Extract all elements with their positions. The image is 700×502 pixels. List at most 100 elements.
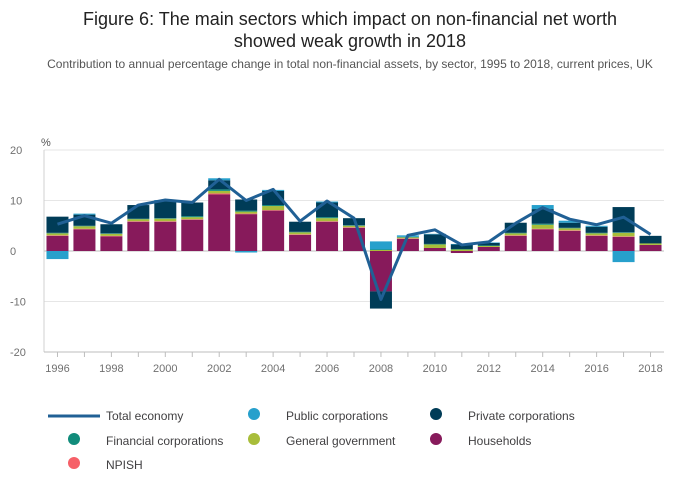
bar-households-2010 bbox=[423, 247, 446, 251]
chart-title-line-1: Figure 6: The main sectors which impact … bbox=[83, 9, 617, 29]
bar-financial-corporations-1996 bbox=[46, 232, 69, 234]
bar-financial-corporations-2013 bbox=[504, 232, 527, 234]
bar-private-corporations-2014 bbox=[531, 209, 554, 224]
bar-households-2001 bbox=[181, 219, 204, 251]
bar-households-2016 bbox=[585, 235, 608, 251]
bar-public-corporations-1996 bbox=[46, 251, 69, 260]
legend-label: NPISH bbox=[106, 458, 143, 472]
x-tick-label: 1998 bbox=[99, 363, 123, 375]
bar-general-government-2010 bbox=[423, 244, 446, 248]
x-tick-label: 2016 bbox=[584, 363, 608, 375]
bar-general-government-2012 bbox=[477, 245, 500, 247]
bar-households-2004 bbox=[262, 210, 285, 251]
bar-households-2017 bbox=[612, 236, 635, 251]
bar-npish-2017 bbox=[612, 236, 635, 237]
bar-private-corporations-1998 bbox=[100, 224, 123, 234]
x-tick-label: 1996 bbox=[45, 363, 69, 375]
bar-financial-corporations-1999 bbox=[127, 218, 150, 220]
bar-private-corporations-2005 bbox=[289, 221, 312, 232]
bar-households-1998 bbox=[100, 236, 123, 251]
bar-public-corporations-2010 bbox=[423, 233, 446, 235]
bar-private-corporations-2012 bbox=[477, 242, 500, 246]
legend-item-financial-corporations[interactable]: Financial corporations bbox=[68, 433, 223, 448]
bar-npish-2001 bbox=[181, 219, 204, 220]
legend: Total economy Public corporations Private … bbox=[48, 408, 575, 472]
legend-item-general-government[interactable]: General government bbox=[248, 433, 396, 448]
x-tick-label: 2004 bbox=[261, 363, 285, 375]
bar-households-2009 bbox=[396, 238, 419, 251]
bar-npish-2015 bbox=[558, 230, 581, 231]
y-tick-label: 20 bbox=[10, 145, 22, 157]
bar-households-1997 bbox=[73, 229, 96, 251]
total-economy-line bbox=[57, 177, 652, 301]
bar-public-corporations-2015 bbox=[558, 220, 581, 223]
x-tick-label: 2010 bbox=[423, 363, 447, 375]
legend-swatch-dot bbox=[430, 408, 442, 420]
bar-financial-corporations-2015 bbox=[558, 227, 581, 229]
bar-npish-2007 bbox=[343, 227, 365, 228]
legend-label: Public corporations bbox=[286, 409, 388, 423]
bar-households-2015 bbox=[558, 230, 581, 251]
bar-private-corporations-1996 bbox=[46, 216, 69, 233]
legend-swatch-dot bbox=[248, 408, 260, 420]
axes: -20 -10 0 10 20% 1996 1998 2000 2002 2004 2006 2008… bbox=[10, 137, 664, 375]
bar-general-government-2017 bbox=[612, 232, 635, 237]
bar-financial-corporations-2000 bbox=[154, 218, 177, 219]
bar-public-corporations-2017 bbox=[612, 251, 635, 263]
bar-private-corporations-2018 bbox=[639, 235, 662, 244]
legend-swatch-dot bbox=[68, 457, 80, 469]
bar-npish-2013 bbox=[504, 235, 527, 236]
bar-private-corporations-2000 bbox=[154, 200, 177, 219]
bar-npish-1997 bbox=[73, 228, 96, 230]
bar-general-government-2011 bbox=[450, 249, 473, 251]
legend-swatch-dot bbox=[68, 433, 80, 445]
legend-item-private-corporations[interactable]: Private corporations bbox=[430, 408, 575, 423]
legend-swatch-dot bbox=[430, 433, 442, 445]
bar-financial-corporations-2017 bbox=[612, 232, 635, 233]
bar-general-government-2000 bbox=[154, 218, 177, 222]
legend-label: Private corporations bbox=[468, 409, 575, 423]
bar-private-corporations-2013 bbox=[504, 222, 527, 233]
bar-households-2013 bbox=[504, 235, 527, 251]
bar-npish-2005 bbox=[289, 234, 312, 235]
bar-private-corporations-1997 bbox=[73, 214, 96, 226]
bar-households-2006 bbox=[316, 221, 339, 251]
bar-financial-corporations-2011 bbox=[450, 248, 473, 250]
bar-financial-corporations-2014 bbox=[531, 223, 554, 225]
bar-private-corporations-2016 bbox=[585, 226, 608, 233]
bar-public-corporations-1997 bbox=[73, 213, 96, 215]
bar-households-2014 bbox=[531, 229, 554, 251]
bar-private-corporations-2015 bbox=[558, 222, 581, 228]
legend-label: Total economy bbox=[106, 409, 183, 423]
bar-financial-corporations-2001 bbox=[181, 216, 204, 218]
chart-title: Figure 6: The main sectors which impact … bbox=[0, 8, 700, 52]
legend-item-npish[interactable]: NPISH bbox=[68, 457, 143, 472]
bar-financial-corporations-2005 bbox=[289, 231, 312, 233]
bar-general-government-2004 bbox=[262, 206, 285, 211]
x-tick-label: 2000 bbox=[153, 363, 177, 375]
bar-general-government-2002 bbox=[208, 190, 231, 194]
chart-subtitle: Contribution to annual percentage change… bbox=[47, 57, 653, 71]
bar-npish-1999 bbox=[127, 221, 150, 222]
chart-title-line-2: showed weak growth in 2018 bbox=[233, 31, 467, 51]
bar-general-government-1999 bbox=[127, 219, 150, 222]
bar-npish-2014 bbox=[531, 228, 554, 230]
x-tick-label: 2014 bbox=[530, 363, 554, 375]
bar-financial-corporations-2002 bbox=[208, 189, 231, 191]
x-tick-label: 2008 bbox=[369, 363, 393, 375]
x-tick-label: 2006 bbox=[315, 363, 339, 375]
bar-financial-corporations-2007 bbox=[343, 225, 365, 226]
bar-households-1996 bbox=[46, 235, 69, 251]
bar-households-2002 bbox=[208, 194, 231, 251]
bar-npish-2000 bbox=[154, 221, 177, 222]
y-tick-label: 0 bbox=[10, 246, 16, 258]
bars bbox=[46, 178, 662, 309]
bar-npish-2006 bbox=[316, 221, 339, 222]
bar-general-government-2005 bbox=[289, 232, 312, 235]
legend-item-public-corporations[interactable]: Public corporations bbox=[248, 408, 388, 423]
legend-item-households[interactable]: Households bbox=[430, 433, 531, 448]
line-total-economy bbox=[57, 177, 652, 301]
legend-item-total-economy[interactable]: Total economy bbox=[48, 409, 183, 423]
bar-financial-corporations-2006 bbox=[316, 217, 339, 219]
